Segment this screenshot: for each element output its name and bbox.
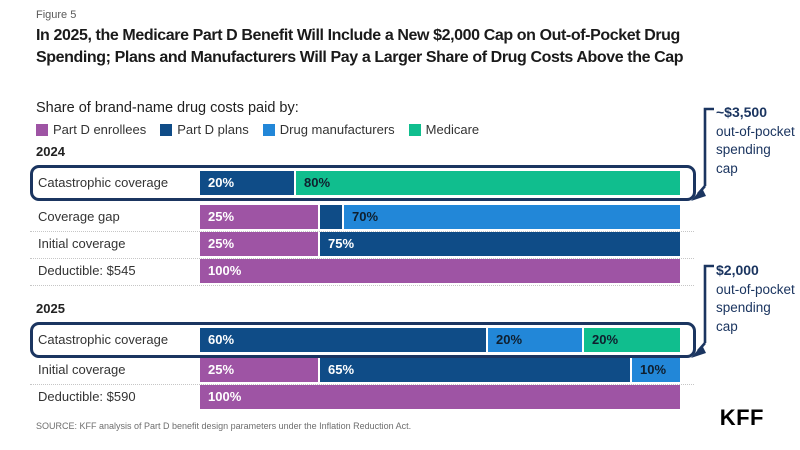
chart-row: Initial coverage 25% 75% xyxy=(30,232,696,256)
source-note: SOURCE: KFF analysis of Part D benefit d… xyxy=(36,421,412,431)
kff-logo: KFF xyxy=(719,405,764,430)
bar-segment: 25% xyxy=(200,358,320,382)
legend-label: Medicare xyxy=(425,122,480,137)
annotation-text: out-of-pocket spending cap xyxy=(716,281,795,335)
bar-segment: 80% xyxy=(296,171,680,195)
legend-label: Part D plans xyxy=(177,122,249,137)
legend-label: Drug manufacturers xyxy=(279,122,395,137)
bar-segment: 20% xyxy=(200,171,296,195)
bar-track: 60% 20% 20% xyxy=(200,328,680,352)
chart-row: Catastrophic coverage 20% 80% xyxy=(30,171,696,195)
row-label: Coverage gap xyxy=(38,209,120,224)
legend: Part D enrollees Part D plans Drug manufac… xyxy=(36,122,479,137)
bar-segment: 25% xyxy=(200,205,320,229)
row-label: Deductible: $590 xyxy=(38,389,136,404)
row-label: Deductible: $545 xyxy=(38,263,136,278)
chart-row: Deductible: $590 100% xyxy=(30,385,696,409)
legend-swatch-icon xyxy=(160,123,173,136)
annotation-arrow-2025 xyxy=(691,264,714,358)
bar-segment: 25% xyxy=(200,232,320,256)
legend-item: Drug manufacturers xyxy=(262,122,395,137)
bar-segment: 70% xyxy=(344,205,680,229)
legend-label: Part D enrollees xyxy=(53,122,147,137)
bar-segment: 10% xyxy=(632,358,680,382)
row-label: Initial coverage xyxy=(38,236,126,251)
legend-swatch-icon xyxy=(262,123,275,136)
row-label: Catastrophic coverage xyxy=(38,175,169,190)
row-label: Catastrophic coverage xyxy=(38,332,169,347)
bar-track: 25% 75% xyxy=(200,232,680,256)
bar-segment: 100% xyxy=(200,259,680,283)
row-label: Initial coverage xyxy=(38,362,126,377)
annotation-value: $2,000 xyxy=(716,262,759,278)
row-separator xyxy=(30,257,694,259)
bar-segment: 65% xyxy=(320,358,632,382)
bar-track: 25% 70% xyxy=(200,205,680,229)
year-label-2024: 2024 xyxy=(36,144,65,159)
year-label-2025: 2025 xyxy=(36,301,65,316)
chart-title: In 2025, the Medicare Part D Benefit Wil… xyxy=(36,27,684,66)
chart-row: Deductible: $545 100% xyxy=(30,259,696,283)
bar-segment: 60% xyxy=(200,328,488,352)
chart-row: Initial coverage 25% 65% 10% xyxy=(30,358,696,382)
annotation-text: out-of-pocket spending cap xyxy=(716,123,795,177)
chart-subtitle: Share of brand-name drug costs paid by: xyxy=(36,100,299,116)
row-separator xyxy=(30,383,694,385)
annotation-value: ~$3,500 xyxy=(716,104,767,120)
bar-track: 100% xyxy=(200,259,680,283)
bar-segment xyxy=(320,205,344,229)
row-separator xyxy=(30,230,694,232)
annotation-2025-cap: $2,000 out-of-pocket spending cap xyxy=(716,261,796,337)
row-separator xyxy=(30,284,694,286)
legend-item: Part D enrollees xyxy=(36,122,146,137)
legend-swatch-icon xyxy=(408,123,421,136)
legend-swatch-icon xyxy=(36,123,48,136)
legend-item: Part D plans xyxy=(160,122,249,137)
figure-label: Figure 5 xyxy=(36,9,77,21)
bar-segment: 20% xyxy=(584,328,680,352)
annotation-2024-cap: ~$3,500 out-of-pocket spending cap xyxy=(716,103,796,179)
bar-track: 25% 65% 10% xyxy=(200,358,680,382)
bar-track: 20% 80% xyxy=(200,171,680,195)
chart-row: Coverage gap 25% 70% xyxy=(30,205,696,229)
bar-segment: 75% xyxy=(320,232,680,256)
bar-track: 100% xyxy=(200,385,680,409)
legend-item: Medicare xyxy=(408,122,480,137)
annotation-arrow-2024 xyxy=(691,107,714,201)
bar-segment: 100% xyxy=(200,385,680,409)
bar-segment: 20% xyxy=(488,328,584,352)
chart-row: Catastrophic coverage 60% 20% 20% xyxy=(30,328,696,352)
